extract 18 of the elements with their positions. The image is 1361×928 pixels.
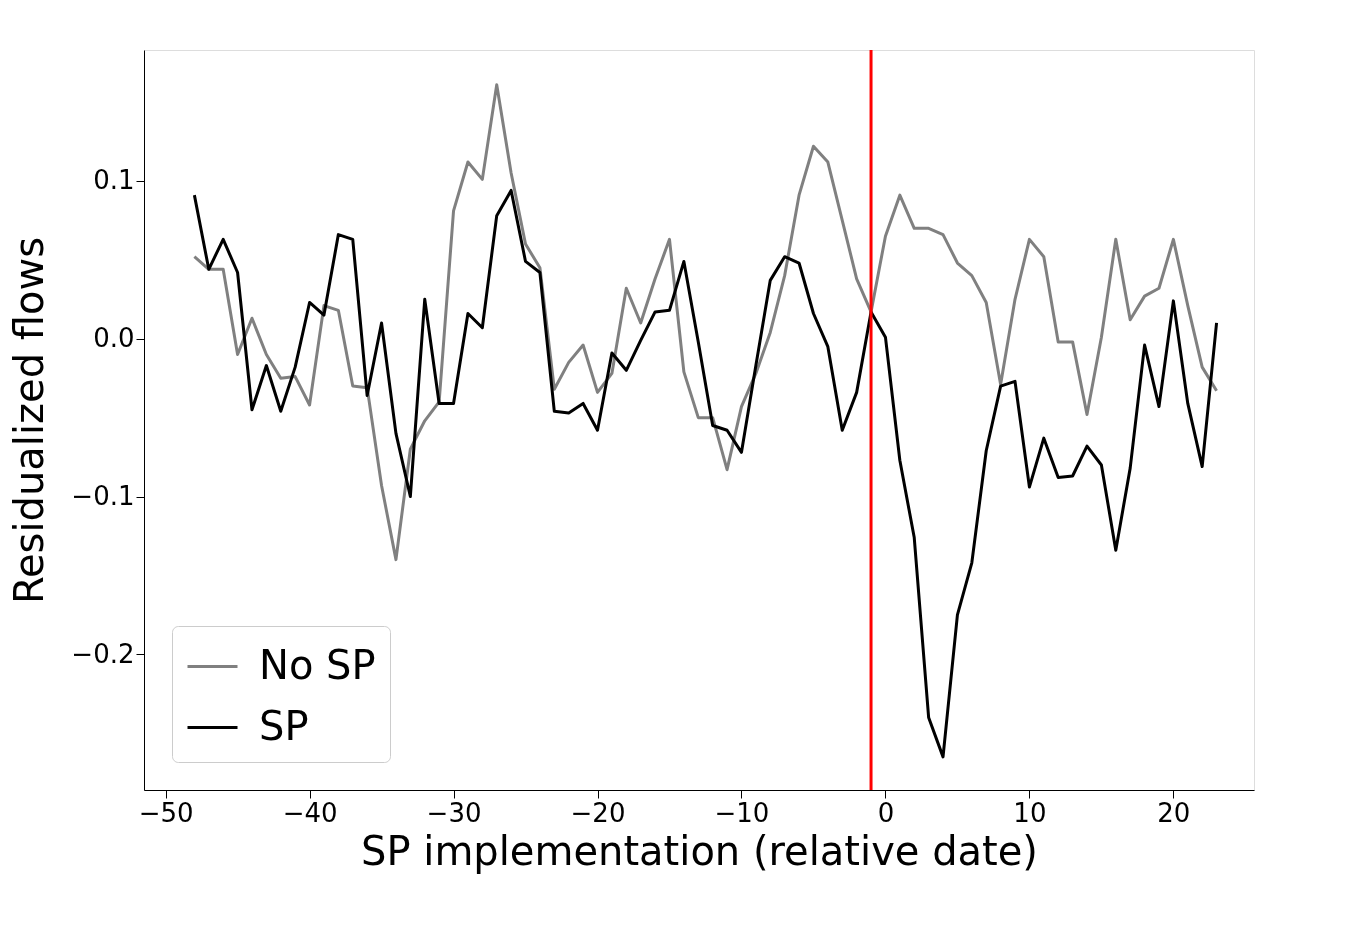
line-series bbox=[192, 83, 1219, 562]
x-tick-label: −20 bbox=[570, 797, 626, 828]
x-tick-label: −30 bbox=[426, 797, 482, 828]
legend-label: SP bbox=[259, 702, 309, 749]
x-tick-label: −10 bbox=[714, 797, 770, 828]
line-series bbox=[192, 188, 1219, 759]
y-tick-label: 0.0 bbox=[93, 323, 135, 354]
legend-label: No SP bbox=[259, 641, 376, 688]
x-tick-label: −50 bbox=[138, 797, 194, 828]
x-axis-title: SP implementation (relative date) bbox=[361, 827, 1038, 874]
y-axis-title: Residualized flows bbox=[6, 237, 53, 604]
x-tick-label: 20 bbox=[1157, 797, 1191, 828]
y-tick-label: 0.1 bbox=[93, 165, 135, 196]
x-tick-label: −40 bbox=[282, 797, 338, 828]
y-tick-label: −0.2 bbox=[71, 638, 135, 669]
y-tick-label: −0.1 bbox=[71, 481, 135, 512]
x-tick-label: 10 bbox=[1013, 797, 1047, 828]
x-tick-label: 0 bbox=[877, 797, 895, 828]
